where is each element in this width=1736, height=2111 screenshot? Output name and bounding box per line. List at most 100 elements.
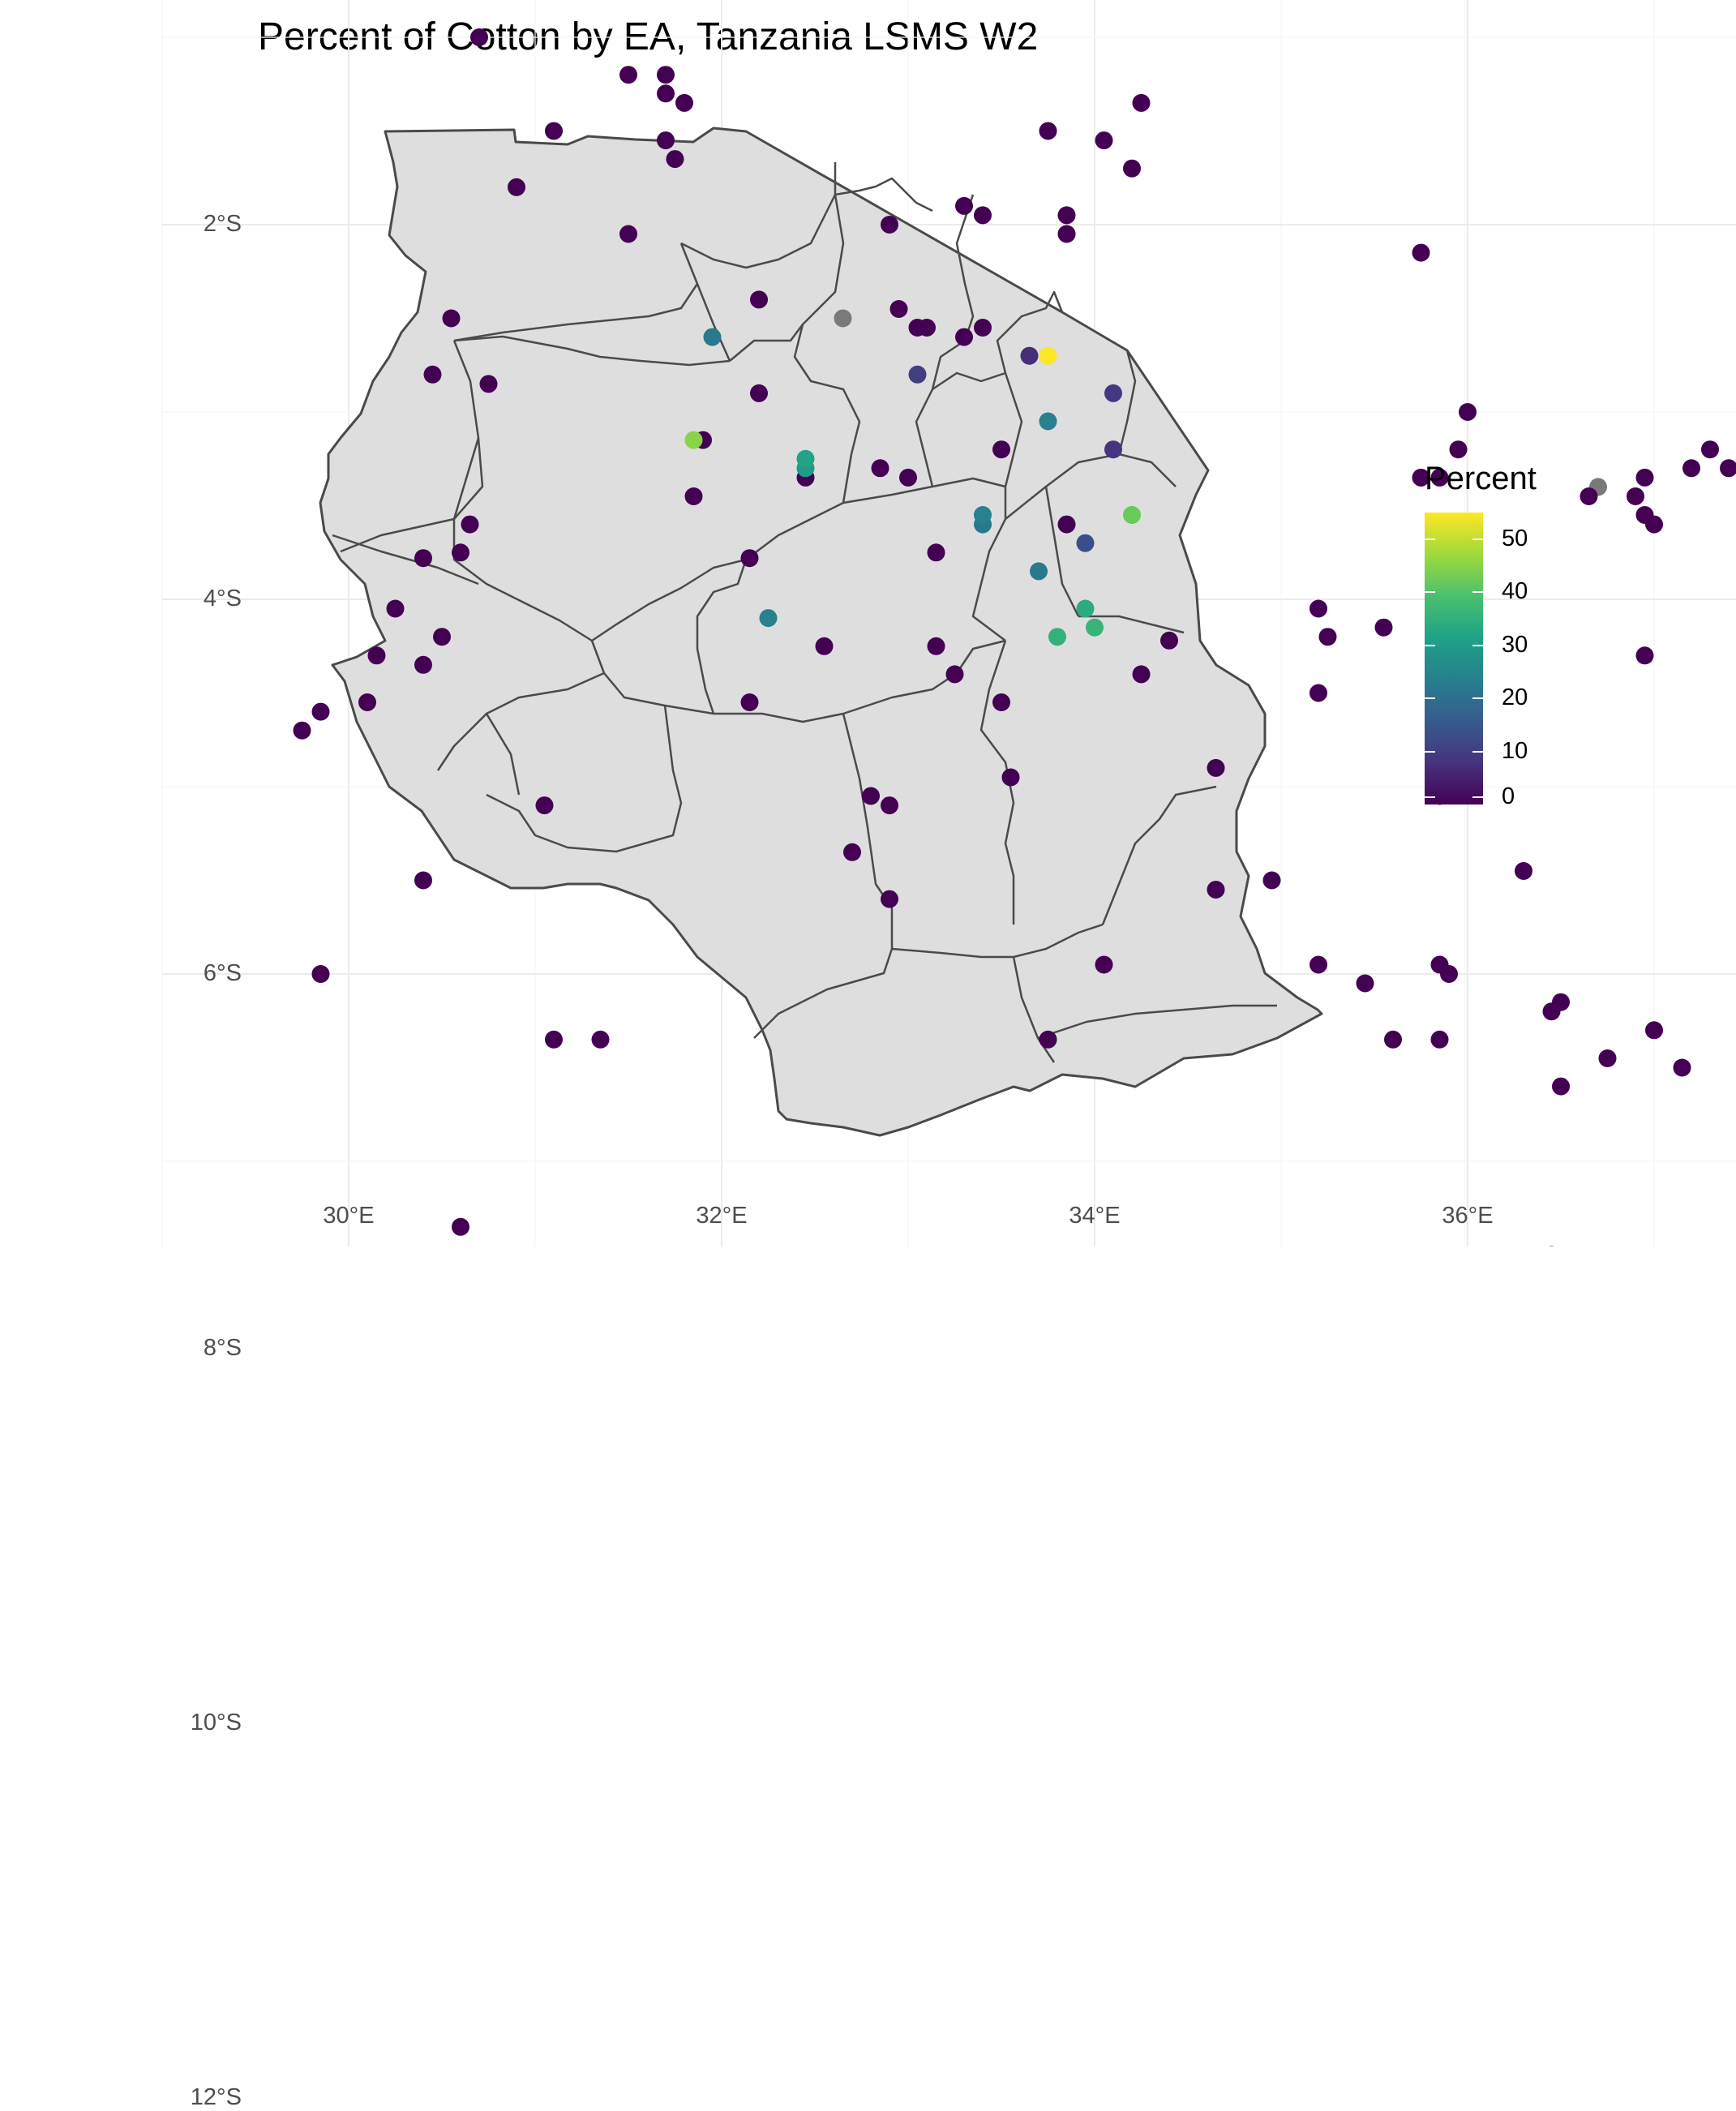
ea-point <box>1645 1021 1663 1039</box>
ea-point <box>1682 459 1700 477</box>
y-tick-label: 8°S <box>185 1335 242 1362</box>
ea-point <box>657 131 675 149</box>
ea-point <box>657 66 675 84</box>
ea-point-missing <box>834 310 852 328</box>
ea-point <box>890 300 908 318</box>
ea-point <box>928 637 945 655</box>
legend-color-bar <box>1425 513 1483 804</box>
ea-point <box>1030 562 1048 580</box>
ea-point <box>1207 759 1225 777</box>
ea-point <box>1440 965 1458 983</box>
ea-point <box>1039 1031 1057 1049</box>
ea-point <box>667 150 684 168</box>
x-tick-label: 30°E <box>300 1203 397 1229</box>
ea-point <box>1021 347 1039 365</box>
ea-point <box>1580 487 1598 505</box>
ea-point <box>685 431 703 449</box>
ea-point <box>424 366 442 384</box>
ea-point <box>974 206 992 224</box>
x-tick-label: 36°E <box>1419 1203 1516 1229</box>
ea-point <box>760 609 778 627</box>
ea-point <box>928 543 945 561</box>
ea-point <box>1636 469 1654 487</box>
ea-point <box>909 319 927 337</box>
ea-point <box>545 1031 563 1049</box>
ea-point <box>1077 600 1095 618</box>
ea-point <box>1310 600 1327 618</box>
legend-tick-label: 40 <box>1502 578 1528 605</box>
legend-title: Percent <box>1425 461 1537 497</box>
ea-point <box>1431 1031 1449 1049</box>
ea-point <box>1674 1059 1691 1077</box>
ea-point <box>1552 1078 1570 1096</box>
y-tick-label: 6°S <box>185 960 242 987</box>
ea-point <box>1412 244 1430 262</box>
ea-point <box>946 665 964 683</box>
x-tick-label: 32°E <box>673 1203 770 1229</box>
y-tick-label: 10°S <box>185 1710 242 1736</box>
ea-point <box>1123 506 1141 524</box>
ea-point <box>443 310 461 328</box>
y-tick-label: 4°S <box>185 586 242 612</box>
y-tick-label: 2°S <box>185 211 242 238</box>
ea-point <box>1160 632 1178 650</box>
ea-point <box>1095 131 1113 149</box>
ea-point <box>387 600 405 618</box>
ea-point <box>452 543 469 561</box>
ea-point <box>899 469 917 487</box>
legend-tick-label: 50 <box>1502 526 1528 552</box>
ea-point <box>1310 684 1327 702</box>
ea-point <box>358 693 376 711</box>
ea-point <box>1104 440 1122 458</box>
ea-point <box>881 890 898 908</box>
ea-point <box>619 66 637 84</box>
ea-point <box>368 646 386 664</box>
ea-point <box>1263 872 1281 890</box>
ea-point <box>470 28 488 46</box>
ea-point <box>1319 628 1337 646</box>
ea-point <box>452 1218 469 1236</box>
ea-point <box>1310 956 1327 974</box>
ea-point <box>461 516 479 534</box>
ea-point <box>1086 619 1104 637</box>
ea-point <box>480 375 498 393</box>
ea-point <box>508 178 525 196</box>
ea-point <box>992 693 1010 711</box>
ea-point <box>294 722 311 740</box>
ea-point <box>1357 975 1374 993</box>
ea-point <box>704 328 722 346</box>
ea-point <box>881 216 898 234</box>
legend-tick-label: 20 <box>1502 684 1528 711</box>
ea-point <box>992 440 1010 458</box>
ea-point <box>862 787 880 805</box>
legend-tick-label: 30 <box>1502 632 1528 659</box>
ea-point <box>1515 862 1532 880</box>
ea-point <box>797 450 815 468</box>
ea-point <box>1039 122 1057 140</box>
ea-point <box>1095 956 1113 974</box>
ea-point <box>1104 384 1122 402</box>
ea-point <box>414 872 432 890</box>
x-tick-label: 34°E <box>1046 1203 1143 1229</box>
ea-point <box>414 549 432 567</box>
ea-point <box>1450 440 1468 458</box>
ea-point <box>881 796 898 814</box>
ea-point <box>1636 646 1654 664</box>
ea-point <box>1002 769 1020 787</box>
ea-point <box>1077 534 1095 552</box>
ea-point <box>1058 206 1076 224</box>
ea-point <box>1058 516 1076 534</box>
ea-point <box>592 1031 610 1049</box>
legend-tick-label: 0 <box>1502 783 1515 810</box>
ea-point <box>1645 516 1663 534</box>
ea-point <box>685 487 703 505</box>
ea-point <box>312 703 330 721</box>
ea-point <box>843 843 861 861</box>
ea-point <box>1039 413 1057 431</box>
ea-point <box>1048 628 1066 646</box>
ea-point <box>1720 459 1736 477</box>
ea-point <box>955 328 973 346</box>
ea-point <box>657 84 675 102</box>
ea-point <box>414 656 432 674</box>
ea-point <box>1133 94 1151 112</box>
